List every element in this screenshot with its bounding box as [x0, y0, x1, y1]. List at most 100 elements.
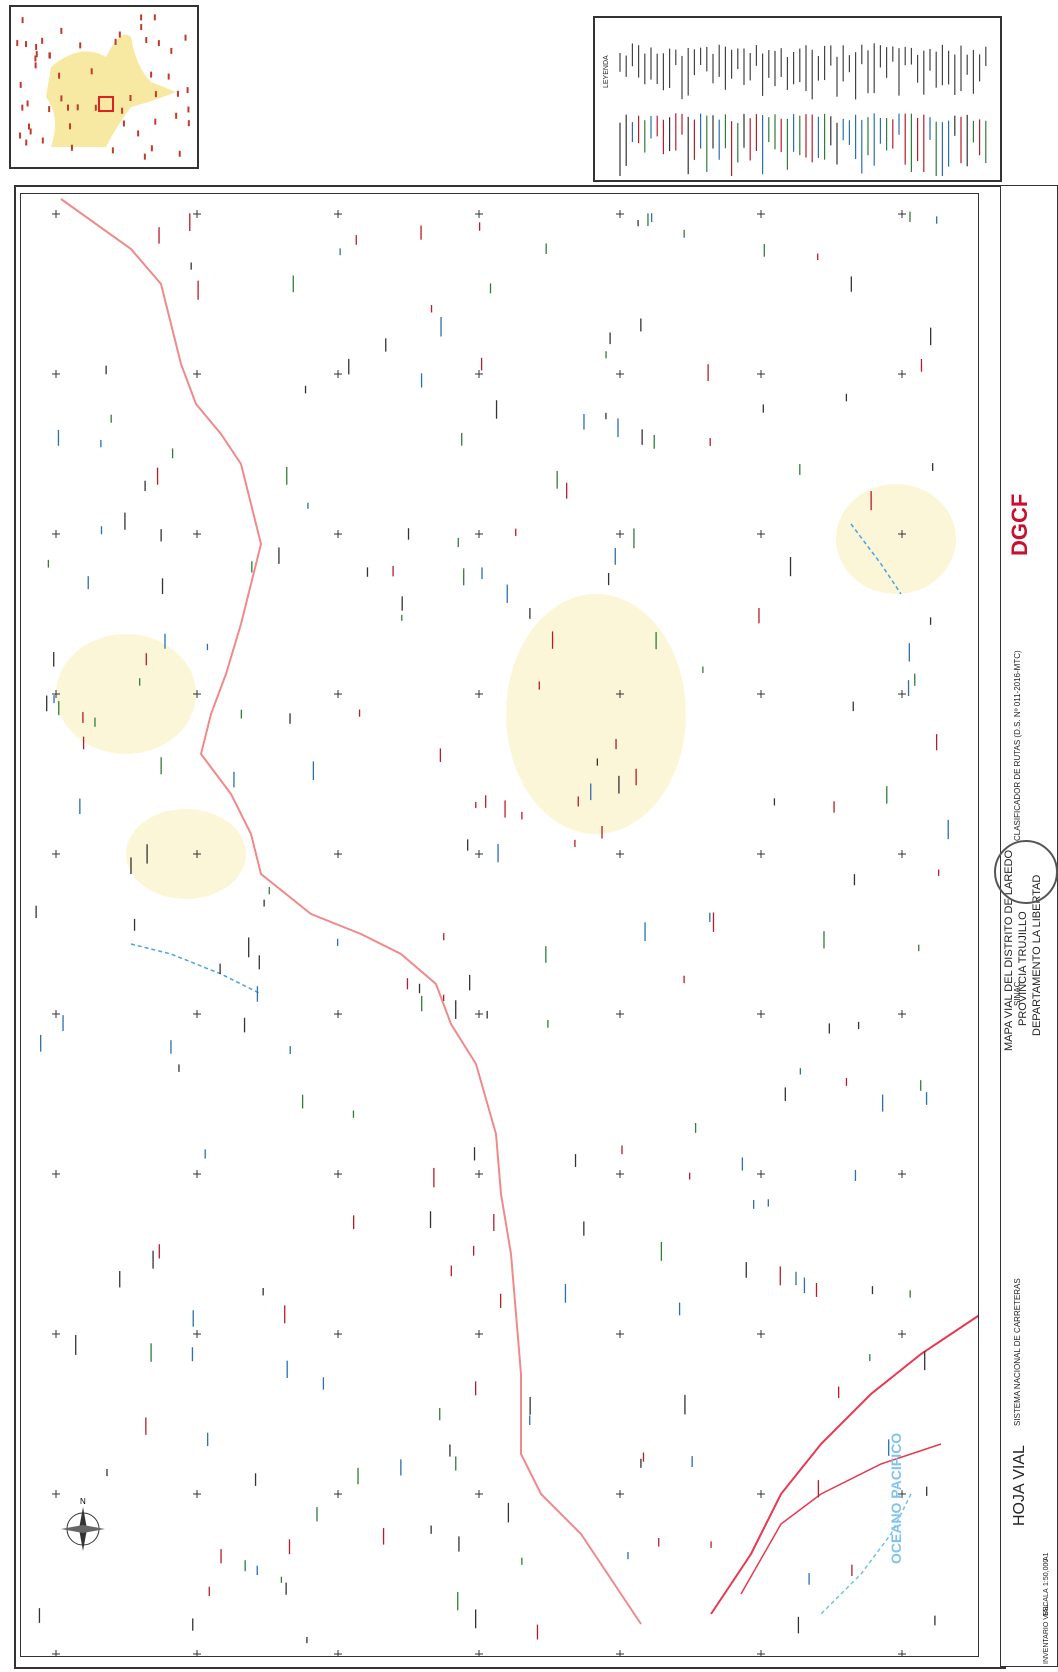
grid-cross — [52, 690, 60, 698]
national-route-line-2 — [710, 1313, 982, 1615]
grid-cross — [757, 530, 765, 538]
grid-cross — [334, 1330, 342, 1338]
grid-cross — [193, 1170, 201, 1178]
grid-cross — [757, 690, 765, 698]
grid-cross — [193, 210, 201, 218]
grid-cross — [898, 1010, 906, 1018]
grid-cross — [334, 530, 342, 538]
grid-cross — [475, 370, 483, 378]
compass-rose: N — [61, 1497, 105, 1551]
grid-cross — [898, 1330, 906, 1338]
grid-cross — [898, 210, 906, 218]
grid-cross — [616, 1650, 624, 1658]
grid-cross — [193, 1330, 201, 1338]
legend-symbols — [619, 43, 987, 176]
grid-cross — [898, 850, 906, 858]
coastal-route-line — [740, 1443, 942, 1595]
grid-cross — [616, 1010, 624, 1018]
paper-size: A1 — [1043, 1552, 1050, 1561]
grid-cross — [193, 1650, 201, 1658]
neighborhood-route-line — [130, 943, 262, 995]
grid-cross — [475, 850, 483, 858]
national-route-line — [60, 198, 642, 1625]
ocean-label: OCEANO PACIFICO — [888, 1433, 904, 1564]
grid-cross — [616, 210, 624, 218]
grid-cross — [898, 1650, 906, 1658]
grid-cross — [52, 1170, 60, 1178]
grid-cross — [193, 850, 201, 858]
grid-cross — [475, 1330, 483, 1338]
north-label: N — [80, 1497, 86, 1506]
grid-cross — [757, 1170, 765, 1178]
grid-cross — [757, 850, 765, 858]
neighborhood-route-line-3 — [820, 1493, 912, 1615]
grid-cross — [334, 370, 342, 378]
grid-cross — [475, 530, 483, 538]
grid-cross — [616, 690, 624, 698]
grid-cross — [616, 850, 624, 858]
inset-highlight-box — [98, 96, 114, 112]
grid-cross — [475, 690, 483, 698]
urban-area-2 — [56, 634, 196, 754]
legend-title: LEYENDA — [603, 55, 610, 88]
scale-value: 1:50,000 — [1043, 1558, 1050, 1586]
inset-map-graphic — [16, 14, 190, 160]
grid-cross — [193, 1490, 201, 1498]
grid-cross — [898, 370, 906, 378]
grid-cross — [475, 1490, 483, 1498]
title-block: DGCF HOJA VIAL SISTEMA NACIONAL DE CARRE… — [1000, 185, 1058, 1667]
grid-cross — [52, 1010, 60, 1018]
grid-cross — [52, 1330, 60, 1338]
province-label: PROVINCIA TRUJILLO — [1017, 911, 1029, 1026]
grid-cross — [334, 690, 342, 698]
grid-cross — [757, 210, 765, 218]
grid-cross — [616, 530, 624, 538]
urban-area-3 — [126, 809, 246, 899]
grid-cross — [52, 210, 60, 218]
inventory-label: INVENTARIO VIAL — [1043, 1604, 1050, 1664]
grid-cross — [52, 850, 60, 858]
location-inset-map — [9, 5, 199, 169]
grid-cross — [616, 1330, 624, 1338]
grid-cross — [193, 1010, 201, 1018]
grid-cross — [193, 530, 201, 538]
grid-cross — [52, 530, 60, 538]
grid-cross — [334, 850, 342, 858]
map-graphic: OCEANO PACIFICO N — [35, 198, 982, 1658]
grid-cross — [757, 1490, 765, 1498]
grid-cross — [898, 690, 906, 698]
grid-cross — [898, 530, 906, 538]
grid-cross — [334, 1170, 342, 1178]
grid-cross — [193, 370, 201, 378]
logo-text: DGCF — [1007, 493, 1032, 556]
grid-cross — [334, 210, 342, 218]
grid-cross — [475, 1010, 483, 1018]
neighborhood-route-line-2 — [850, 523, 902, 595]
grid-cross — [475, 1650, 483, 1658]
grid-cross — [52, 1490, 60, 1498]
grid-cross — [898, 1170, 906, 1178]
grid-cross — [616, 1170, 624, 1178]
grid-cross — [898, 1490, 906, 1498]
grid-cross — [757, 1650, 765, 1658]
grid-cross — [757, 1010, 765, 1018]
urban-area-4 — [836, 484, 956, 594]
grid-cross — [52, 370, 60, 378]
grid-cross — [334, 1010, 342, 1018]
grid-cross — [616, 1490, 624, 1498]
grid-cross — [475, 1170, 483, 1178]
municipal-stamp — [994, 840, 1058, 904]
classifier-label: CLASIFICADOR DE RUTAS (D.S. Nº 011-2016-… — [1013, 650, 1022, 841]
grid-cross — [616, 370, 624, 378]
grid-cross — [757, 370, 765, 378]
road-map-canvas: OCEANO PACIFICO N — [20, 193, 982, 1658]
system-name: SISTEMA NACIONAL DE CARRETERAS — [1013, 1278, 1022, 1426]
sheet-label: HOJA VIAL — [1011, 1445, 1028, 1526]
grid-cross — [334, 1650, 342, 1658]
urban-area-1 — [506, 594, 686, 834]
grid-cross — [334, 1490, 342, 1498]
grid-cross — [193, 690, 201, 698]
grid-cross — [475, 210, 483, 218]
grid-cross — [52, 1650, 60, 1658]
grid-cross — [757, 1330, 765, 1338]
